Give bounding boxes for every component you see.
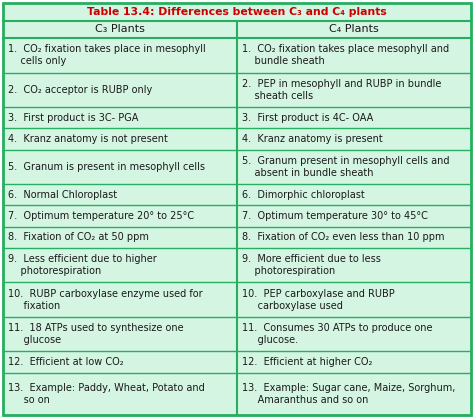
Text: 8.  Fixation of CO₂ even less than 10 ppm: 8. Fixation of CO₂ even less than 10 ppm [242,232,445,242]
Text: 3.  First product is 3C- PGA: 3. First product is 3C- PGA [8,112,138,122]
Text: 12.  Efficient at low CO₂: 12. Efficient at low CO₂ [8,357,124,367]
Text: 4.  Kranz anatomy is not present: 4. Kranz anatomy is not present [8,134,168,144]
Text: 5.  Granum present in mesophyll cells and
    absent in bundle sheath: 5. Granum present in mesophyll cells and… [242,156,449,178]
Text: 9.  More efficient due to less
    photorespiration: 9. More efficient due to less photorespi… [242,254,381,276]
Text: 10.  PEP carboxylase and RUBP
     carboxylase used: 10. PEP carboxylase and RUBP carboxylase… [242,288,395,311]
Text: 2.  PEP in mesophyll and RUBP in bundle
    sheath cells: 2. PEP in mesophyll and RUBP in bundle s… [242,79,441,101]
Text: 1.  CO₂ fixation takes place mesophyll and
    bundle sheath: 1. CO₂ fixation takes place mesophyll an… [242,44,449,66]
Text: C₃ Plants: C₃ Plants [95,25,145,35]
Text: 5.  Granum is present in mesophyll cells: 5. Granum is present in mesophyll cells [8,162,205,172]
Text: 3.  First product is 4C- OAA: 3. First product is 4C- OAA [242,112,373,122]
Text: 11.  Consumes 30 ATPs to produce one
     glucose.: 11. Consumes 30 ATPs to produce one gluc… [242,323,432,345]
Text: C₄ Plants: C₄ Plants [329,25,379,35]
Text: 9.  Less efficient due to higher
    photorespiration: 9. Less efficient due to higher photores… [8,254,157,276]
Text: 1.  CO₂ fixation takes place in mesophyll
    cells only: 1. CO₂ fixation takes place in mesophyll… [8,44,206,66]
Text: Table 13.4: Differences between C₃ and C₄ plants: Table 13.4: Differences between C₃ and C… [87,7,387,17]
Text: 7.  Optimum temperature 30° to 45°C: 7. Optimum temperature 30° to 45°C [242,211,428,221]
Text: 4.  Kranz anatomy is present: 4. Kranz anatomy is present [242,134,383,144]
Text: 13.  Example: Sugar cane, Maize, Sorghum,
     Amaranthus and so on: 13. Example: Sugar cane, Maize, Sorghum,… [242,383,456,405]
Text: 13.  Example: Paddy, Wheat, Potato and
     so on: 13. Example: Paddy, Wheat, Potato and so… [8,383,205,405]
Text: 6.  Normal Chloroplast: 6. Normal Chloroplast [8,190,117,200]
Text: 2.  CO₂ acceptor is RUBP only: 2. CO₂ acceptor is RUBP only [8,85,152,95]
Text: 10.  RUBP carboxylase enzyme used for
     fixation: 10. RUBP carboxylase enzyme used for fix… [8,288,202,311]
Text: 11.  18 ATPs used to synthesize one
     glucose: 11. 18 ATPs used to synthesize one gluco… [8,323,183,345]
Text: 6.  Dimorphic chloroplast: 6. Dimorphic chloroplast [242,190,365,200]
Text: 12.  Efficient at higher CO₂: 12. Efficient at higher CO₂ [242,357,373,367]
Text: 7.  Optimum temperature 20° to 25°C: 7. Optimum temperature 20° to 25°C [8,211,194,221]
Text: 8.  Fixation of CO₂ at 50 ppm: 8. Fixation of CO₂ at 50 ppm [8,232,149,242]
